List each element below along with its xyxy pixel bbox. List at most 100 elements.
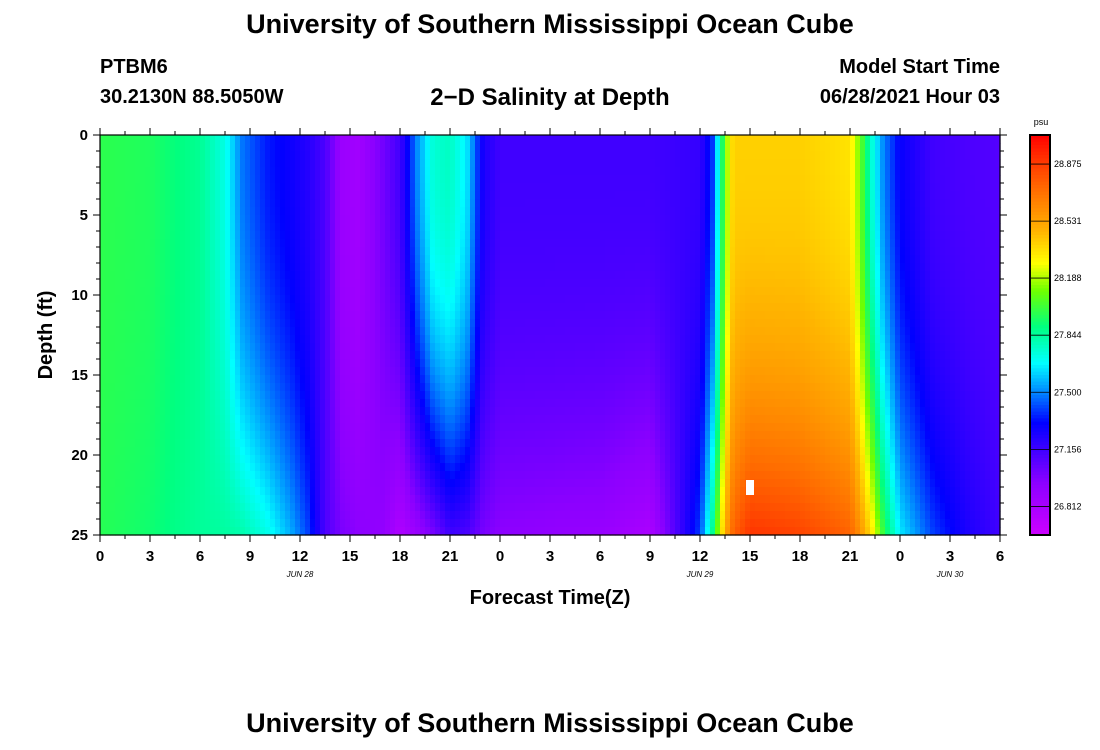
- heatmap-cell: [555, 223, 561, 232]
- heatmap-cell: [195, 391, 201, 400]
- heatmap-cell: [520, 263, 526, 272]
- heatmap-cell: [425, 383, 431, 392]
- heatmap-cell: [360, 463, 366, 472]
- heatmap-cell: [595, 151, 601, 160]
- heatmap-cell: [365, 407, 371, 416]
- heatmap-cell: [290, 359, 296, 368]
- heatmap-cell: [300, 423, 306, 432]
- heatmap-cell: [135, 439, 141, 448]
- heatmap-cell: [280, 247, 286, 256]
- heatmap-cell: [200, 311, 206, 320]
- heatmap-cell: [100, 503, 106, 512]
- heatmap-cell: [170, 303, 176, 312]
- heatmap-cell: [555, 527, 561, 536]
- heatmap-cell: [195, 207, 201, 216]
- heatmap-cell: [590, 375, 596, 384]
- heatmap-cell: [145, 367, 151, 376]
- heatmap-cell: [515, 471, 521, 480]
- heatmap-cell: [110, 415, 116, 424]
- heatmap-cell: [275, 455, 281, 464]
- heatmap-cell: [550, 215, 556, 224]
- heatmap-cell: [175, 287, 181, 296]
- heatmap-cell: [500, 279, 506, 288]
- heatmap-cell: [285, 343, 291, 352]
- heatmap-cell: [200, 463, 206, 472]
- heatmap-cell: [340, 519, 346, 528]
- heatmap-cell: [455, 375, 461, 384]
- heatmap-cell: [580, 503, 586, 512]
- heatmap-cell: [270, 191, 276, 200]
- heatmap-cell: [470, 191, 476, 200]
- heatmap-cell: [570, 183, 576, 192]
- heatmap-cell: [430, 183, 436, 192]
- heatmap-cell: [190, 359, 196, 368]
- heatmap-cell: [585, 183, 591, 192]
- heatmap-cell: [225, 239, 231, 248]
- heatmap-cell: [150, 263, 156, 272]
- heatmap-cell: [330, 367, 336, 376]
- heatmap-cell: [525, 199, 531, 208]
- heatmap-cell: [150, 191, 156, 200]
- heatmap-cell: [155, 439, 161, 448]
- heatmap-cell: [540, 207, 546, 216]
- heatmap-cell: [385, 311, 391, 320]
- heatmap-cell: [555, 271, 561, 280]
- heatmap-cell: [405, 471, 411, 480]
- heatmap-cell: [490, 255, 496, 264]
- heatmap-cell: [545, 463, 551, 472]
- heatmap-cell: [215, 167, 221, 176]
- heatmap-cell: [190, 415, 196, 424]
- heatmap-cell: [495, 199, 501, 208]
- heatmap-cell: [560, 231, 566, 240]
- heatmap-cell: [460, 335, 466, 344]
- heatmap-cell: [245, 295, 251, 304]
- heatmap-cell: [375, 247, 381, 256]
- heatmap-cell: [405, 311, 411, 320]
- heatmap-cell: [190, 151, 196, 160]
- heatmap-cell: [355, 215, 361, 224]
- heatmap-cell: [570, 439, 576, 448]
- heatmap-cell: [120, 215, 126, 224]
- heatmap-cell: [485, 423, 491, 432]
- heatmap-cell: [380, 415, 386, 424]
- heatmap-cell: [220, 143, 226, 152]
- heatmap-cell: [560, 439, 566, 448]
- heatmap-cell: [430, 271, 436, 280]
- heatmap-cell: [325, 231, 331, 240]
- heatmap-cell: [240, 431, 246, 440]
- heatmap-cell: [420, 351, 426, 360]
- heatmap-cell: [555, 343, 561, 352]
- heatmap-cell: [100, 511, 106, 520]
- heatmap-cell: [390, 519, 396, 528]
- heatmap-cell: [130, 311, 136, 320]
- heatmap-cell: [180, 439, 186, 448]
- heatmap-cell: [520, 479, 526, 488]
- heatmap-cell: [470, 199, 476, 208]
- heatmap-cell: [385, 471, 391, 480]
- heatmap-cell: [185, 247, 191, 256]
- heatmap-cell: [390, 239, 396, 248]
- heatmap-cell: [295, 167, 301, 176]
- heatmap-cell: [555, 239, 561, 248]
- heatmap-cell: [565, 215, 571, 224]
- heatmap-cell: [310, 399, 316, 408]
- heatmap-cell: [235, 183, 241, 192]
- heatmap-cell: [145, 215, 151, 224]
- heatmap-cell: [520, 415, 526, 424]
- heatmap-cell: [580, 391, 586, 400]
- heatmap-cell: [595, 295, 601, 304]
- heatmap-cell: [460, 327, 466, 336]
- heatmap-cell: [430, 431, 436, 440]
- heatmap-cell: [350, 351, 356, 360]
- heatmap-cell: [220, 399, 226, 408]
- heatmap-cell: [580, 135, 586, 144]
- heatmap-cell: [195, 495, 201, 504]
- heatmap-cell: [455, 415, 461, 424]
- heatmap-cell: [300, 471, 306, 480]
- heatmap-cell: [350, 255, 356, 264]
- heatmap-cell: [420, 471, 426, 480]
- heatmap-cell: [135, 375, 141, 384]
- heatmap-cell: [390, 471, 396, 480]
- heatmap-cell: [480, 247, 486, 256]
- heatmap-cell: [380, 391, 386, 400]
